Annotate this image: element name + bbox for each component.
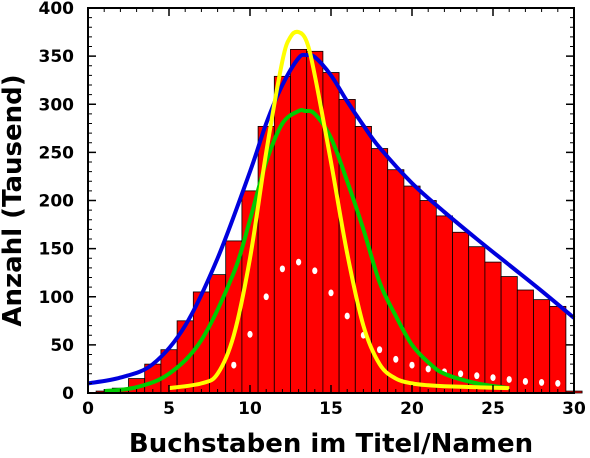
data-point	[279, 265, 285, 273]
data-point	[312, 267, 318, 275]
y-tick-label: 300	[39, 95, 75, 115]
data-point	[522, 378, 529, 385]
series-line	[103, 107, 510, 394]
y-tick-label: 200	[39, 192, 75, 212]
data-point	[458, 370, 464, 378]
data-point	[506, 376, 512, 383]
data-point	[344, 312, 350, 320]
y-tick-label: 50	[50, 336, 74, 356]
x-tick-label: 0	[82, 399, 94, 419]
data-point	[409, 361, 415, 369]
data-point	[425, 365, 431, 373]
bar	[533, 299, 551, 394]
y-axis-label: Anzahl (Tausend)	[0, 74, 28, 326]
bar	[290, 48, 308, 394]
bar	[435, 215, 453, 394]
x-axis-label: Buchstaben im Titel/Namen	[129, 429, 533, 458]
bar	[516, 289, 534, 394]
data-point	[555, 379, 561, 387]
y-tick-label: 350	[39, 47, 75, 67]
data-point	[231, 361, 237, 369]
data-point	[296, 258, 302, 266]
bars	[95, 48, 583, 394]
data-point	[263, 293, 269, 301]
y-tick-label: 100	[39, 288, 75, 308]
bar	[500, 276, 518, 394]
data-point	[539, 379, 545, 386]
bar	[452, 231, 470, 394]
x-tick-label: 15	[319, 399, 343, 419]
x-tick-label: 30	[562, 399, 586, 419]
data-point	[377, 346, 383, 354]
bar	[354, 125, 372, 394]
data-point	[474, 372, 480, 380]
y-tick-label: 250	[39, 143, 75, 163]
series-line	[87, 52, 576, 386]
x-tick-label: 5	[163, 399, 175, 419]
y-tick-label: 150	[39, 240, 75, 260]
data-point	[393, 355, 399, 363]
y-tick-label: 0	[62, 384, 74, 404]
data-point	[328, 289, 334, 297]
y-tick-label: 400	[39, 0, 75, 19]
x-tick-label: 20	[400, 399, 424, 419]
dot-series	[231, 258, 561, 387]
data-point	[247, 330, 253, 338]
x-tick-label: 10	[238, 399, 262, 419]
bar	[468, 246, 486, 394]
bar	[484, 261, 502, 394]
data-point	[490, 374, 496, 381]
series-line	[168, 29, 510, 391]
x-tick-label: 25	[481, 399, 505, 419]
curve-series	[87, 29, 576, 394]
